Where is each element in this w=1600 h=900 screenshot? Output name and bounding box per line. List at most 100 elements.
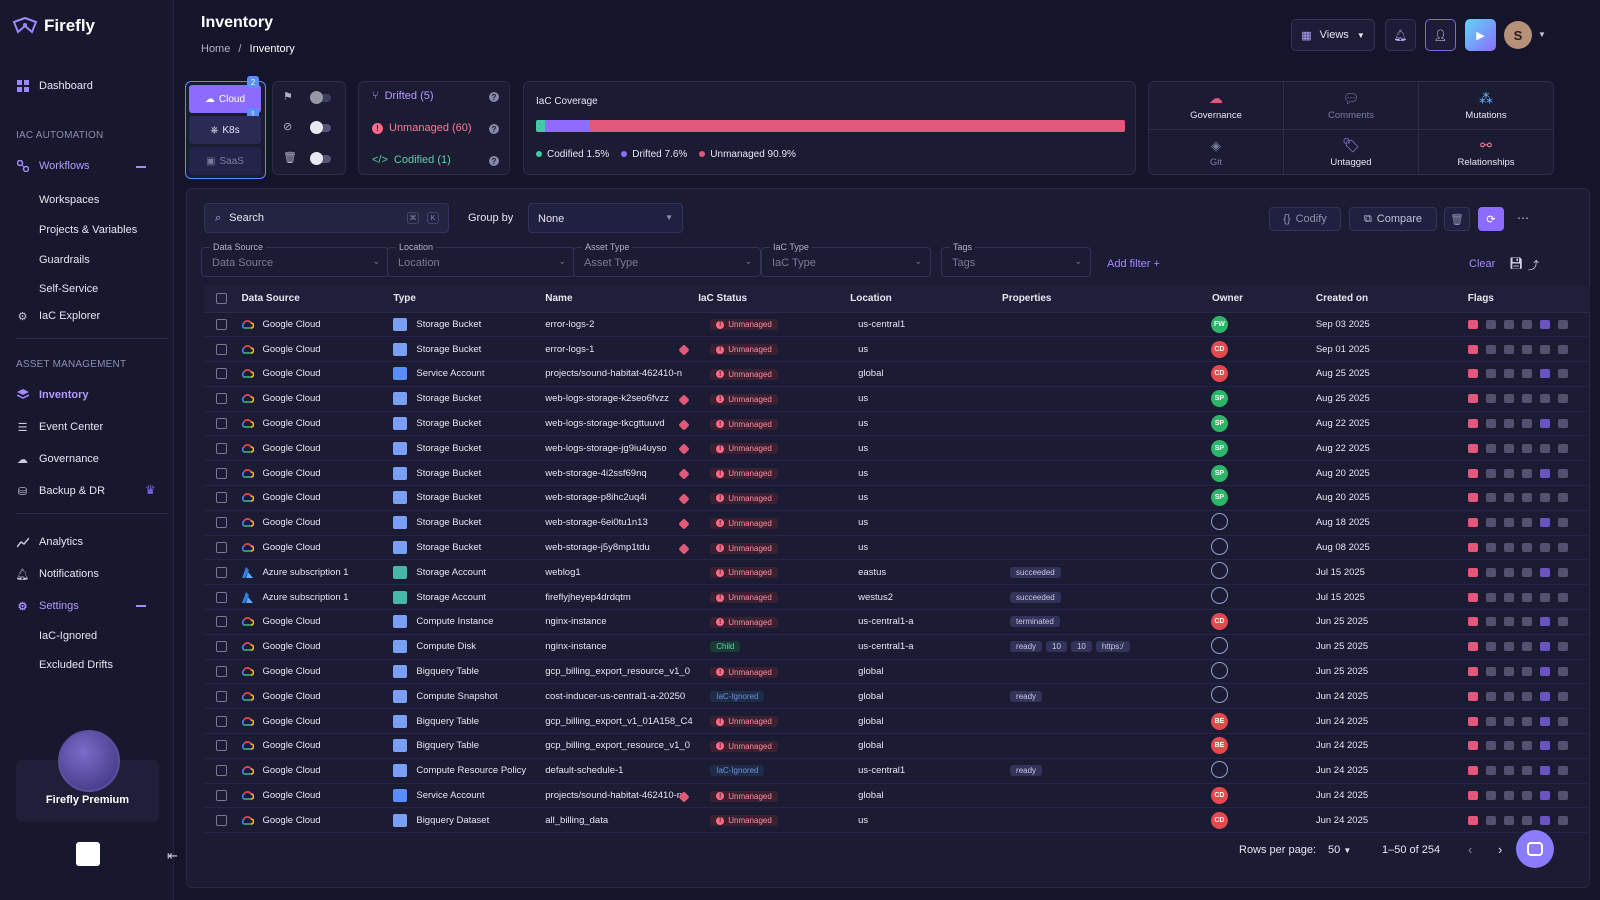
cell-name[interactable]: web-logs-storage-tkcgttuuvd	[545, 411, 699, 437]
nav-projects-variables[interactable]: Projects & Variables	[39, 224, 138, 236]
relationships-flag-icon[interactable]	[1557, 419, 1568, 429]
mutations-flag-icon[interactable]	[1503, 716, 1514, 726]
table-row[interactable]: Google Cloud Compute Snapshot cost-induc…	[204, 683, 1590, 710]
tag-flag-icon[interactable]	[1539, 468, 1550, 478]
nav-excluded-drifts[interactable]: Excluded Drifts	[39, 659, 113, 671]
asset-name[interactable]: error-logs-2	[545, 318, 595, 330]
cell-name[interactable]: web-storage-6ei0tu1n13	[545, 510, 699, 536]
table-row[interactable]: Google Cloud Compute Resource Policy def…	[204, 758, 1590, 784]
comment-flag-icon[interactable]	[1521, 369, 1532, 379]
asset-name[interactable]: web-storage-j5y8mp1tdu	[545, 542, 650, 554]
mutations-flag-icon[interactable]	[1503, 592, 1514, 602]
table-row[interactable]: Google Cloud Storage Bucket web-logs-sto…	[204, 411, 1590, 437]
relationships-flag-icon[interactable]	[1557, 766, 1568, 776]
table-row[interactable]: Google Cloud Storage Bucket web-storage-…	[204, 485, 1590, 511]
asset-name[interactable]: default-schedule-1	[545, 765, 624, 777]
asset-name[interactable]: web-logs-storage-jg9iu4uyso	[545, 442, 667, 454]
mutations-flag-icon[interactable]	[1503, 493, 1514, 503]
cell-name[interactable]: projects/sound-habitat-462410-n	[545, 783, 699, 809]
comment-flag-icon[interactable]	[1521, 468, 1532, 478]
cell-name[interactable]: nginx-instance	[545, 634, 699, 660]
codified-filter[interactable]: </> Codified (1)	[372, 154, 451, 166]
owner-avatar[interactable]: CD	[1210, 365, 1228, 383]
comment-flag-icon[interactable]	[1521, 691, 1532, 701]
governance-flag-icon[interactable]	[1467, 419, 1478, 429]
views-button[interactable]: ▦ Views ▼	[1291, 19, 1375, 51]
cell-name[interactable]: web-storage-p8ihc2uq4i	[545, 485, 699, 511]
asset-name[interactable]: cost-inducer-us-central1-a-20250	[545, 690, 686, 702]
qa-relationships[interactable]: ⚯ Relationships	[1419, 129, 1553, 176]
comment-flag-icon[interactable]	[1521, 716, 1532, 726]
git-flag-icon[interactable]	[1485, 691, 1496, 701]
owner-unassigned-icon[interactable]	[1210, 562, 1228, 580]
tag-flag-icon[interactable]	[1539, 419, 1550, 429]
git-flag-icon[interactable]	[1485, 419, 1496, 429]
row-checkbox[interactable]	[216, 616, 227, 628]
tag-flag-icon[interactable]	[1539, 443, 1550, 453]
nav-workspaces[interactable]: Workspaces	[39, 194, 100, 206]
cell-name[interactable]: all_billing_data	[545, 807, 699, 834]
comment-flag-icon[interactable]	[1521, 518, 1532, 528]
asset-name[interactable]: gcp_billing_export_v1_01A158_C4	[545, 715, 693, 727]
comment-flag-icon[interactable]	[1521, 791, 1532, 801]
nav-inventory[interactable]: Inventory	[16, 385, 161, 405]
qa-git[interactable]: ◈ Git	[1149, 129, 1283, 176]
next-page-icon[interactable]: ›	[1498, 842, 1503, 857]
owner-unassigned-icon[interactable]	[1210, 512, 1228, 530]
governance-flag-icon[interactable]	[1467, 667, 1478, 677]
git-flag-icon[interactable]	[1485, 518, 1496, 528]
workflows-collapse-icon[interactable]	[136, 166, 146, 168]
asset-name[interactable]: web-logs-storage-k2seo6fvzz	[545, 393, 669, 405]
governance-flag-icon[interactable]	[1467, 691, 1478, 701]
search-input[interactable]: Search	[229, 212, 265, 224]
owner-avatar[interactable]: SP	[1210, 390, 1228, 408]
row-checkbox[interactable]	[216, 641, 227, 653]
relationships-flag-icon[interactable]	[1557, 443, 1568, 453]
flag-toggle[interactable]	[310, 91, 331, 104]
firefly-logo[interactable]: Firefly	[12, 16, 95, 36]
drift-indicator-icon[interactable]	[678, 468, 690, 480]
mutations-flag-icon[interactable]	[1503, 667, 1514, 677]
mutations-flag-icon[interactable]	[1503, 518, 1514, 528]
support-chat-button[interactable]	[1516, 830, 1554, 868]
row-checkbox[interactable]	[216, 393, 227, 405]
tag-flag-icon[interactable]	[1539, 394, 1550, 404]
table-row[interactable]: Google Cloud Bigquery Table gcp_billing_…	[204, 659, 1590, 685]
source-saas-button[interactable]: ▣ SaaS	[189, 147, 261, 175]
table-row[interactable]: Google Cloud Storage Bucket web-logs-sto…	[204, 386, 1590, 412]
source-k8s-button[interactable]: ⎈ K8s	[189, 116, 261, 144]
git-flag-icon[interactable]	[1485, 617, 1496, 627]
tag-flag-icon[interactable]	[1539, 344, 1550, 354]
asset-name[interactable]: web-logs-storage-tkcgttuuvd	[545, 418, 665, 430]
prev-page-icon[interactable]: ‹	[1468, 842, 1473, 857]
git-flag-icon[interactable]	[1485, 567, 1496, 577]
owner-avatar[interactable]: BE	[1210, 712, 1228, 730]
tag-flag-icon[interactable]	[1539, 369, 1550, 379]
nav-backup-dr[interactable]: ⛁ Backup & DR	[16, 481, 161, 501]
col-header-type[interactable]: Type	[393, 286, 546, 313]
governance-flag-icon[interactable]	[1467, 567, 1478, 577]
table-row[interactable]: Google Cloud Bigquery Table gcp_billing_…	[204, 708, 1590, 735]
table-row[interactable]: Azure subscription 1 Storage Account fir…	[204, 584, 1590, 611]
relationships-flag-icon[interactable]	[1557, 642, 1568, 652]
tag-flag-icon[interactable]	[1539, 815, 1550, 825]
git-flag-icon[interactable]	[1485, 815, 1496, 825]
cell-name[interactable]: gcp_billing_export_v1_01A158_C4	[545, 708, 699, 735]
codified-help-icon[interactable]: ?	[489, 156, 499, 166]
git-flag-icon[interactable]	[1485, 667, 1496, 677]
collapse-sidebar-icon[interactable]: ⇤	[167, 848, 178, 863]
governance-flag-icon[interactable]	[1467, 493, 1478, 503]
col-header-properties[interactable]: Properties	[1002, 286, 1154, 313]
notifications-bell-button[interactable]: 🔔︎	[1385, 19, 1416, 51]
filter-asset-type[interactable]: Asset Type Asset Type ⌄	[573, 242, 761, 277]
nav-self-service[interactable]: Self-Service	[39, 283, 99, 295]
governance-flag-icon[interactable]	[1467, 369, 1478, 379]
mutations-flag-icon[interactable]	[1503, 691, 1514, 701]
col-header-created-on[interactable]: Created on	[1305, 286, 1458, 313]
comment-flag-icon[interactable]	[1521, 642, 1532, 652]
git-flag-icon[interactable]	[1485, 443, 1496, 453]
unmanaged-help-icon[interactable]: ?	[489, 124, 499, 134]
governance-flag-icon[interactable]	[1467, 815, 1478, 825]
owner-avatar[interactable]: SP	[1210, 415, 1228, 433]
row-checkbox[interactable]	[216, 467, 227, 479]
